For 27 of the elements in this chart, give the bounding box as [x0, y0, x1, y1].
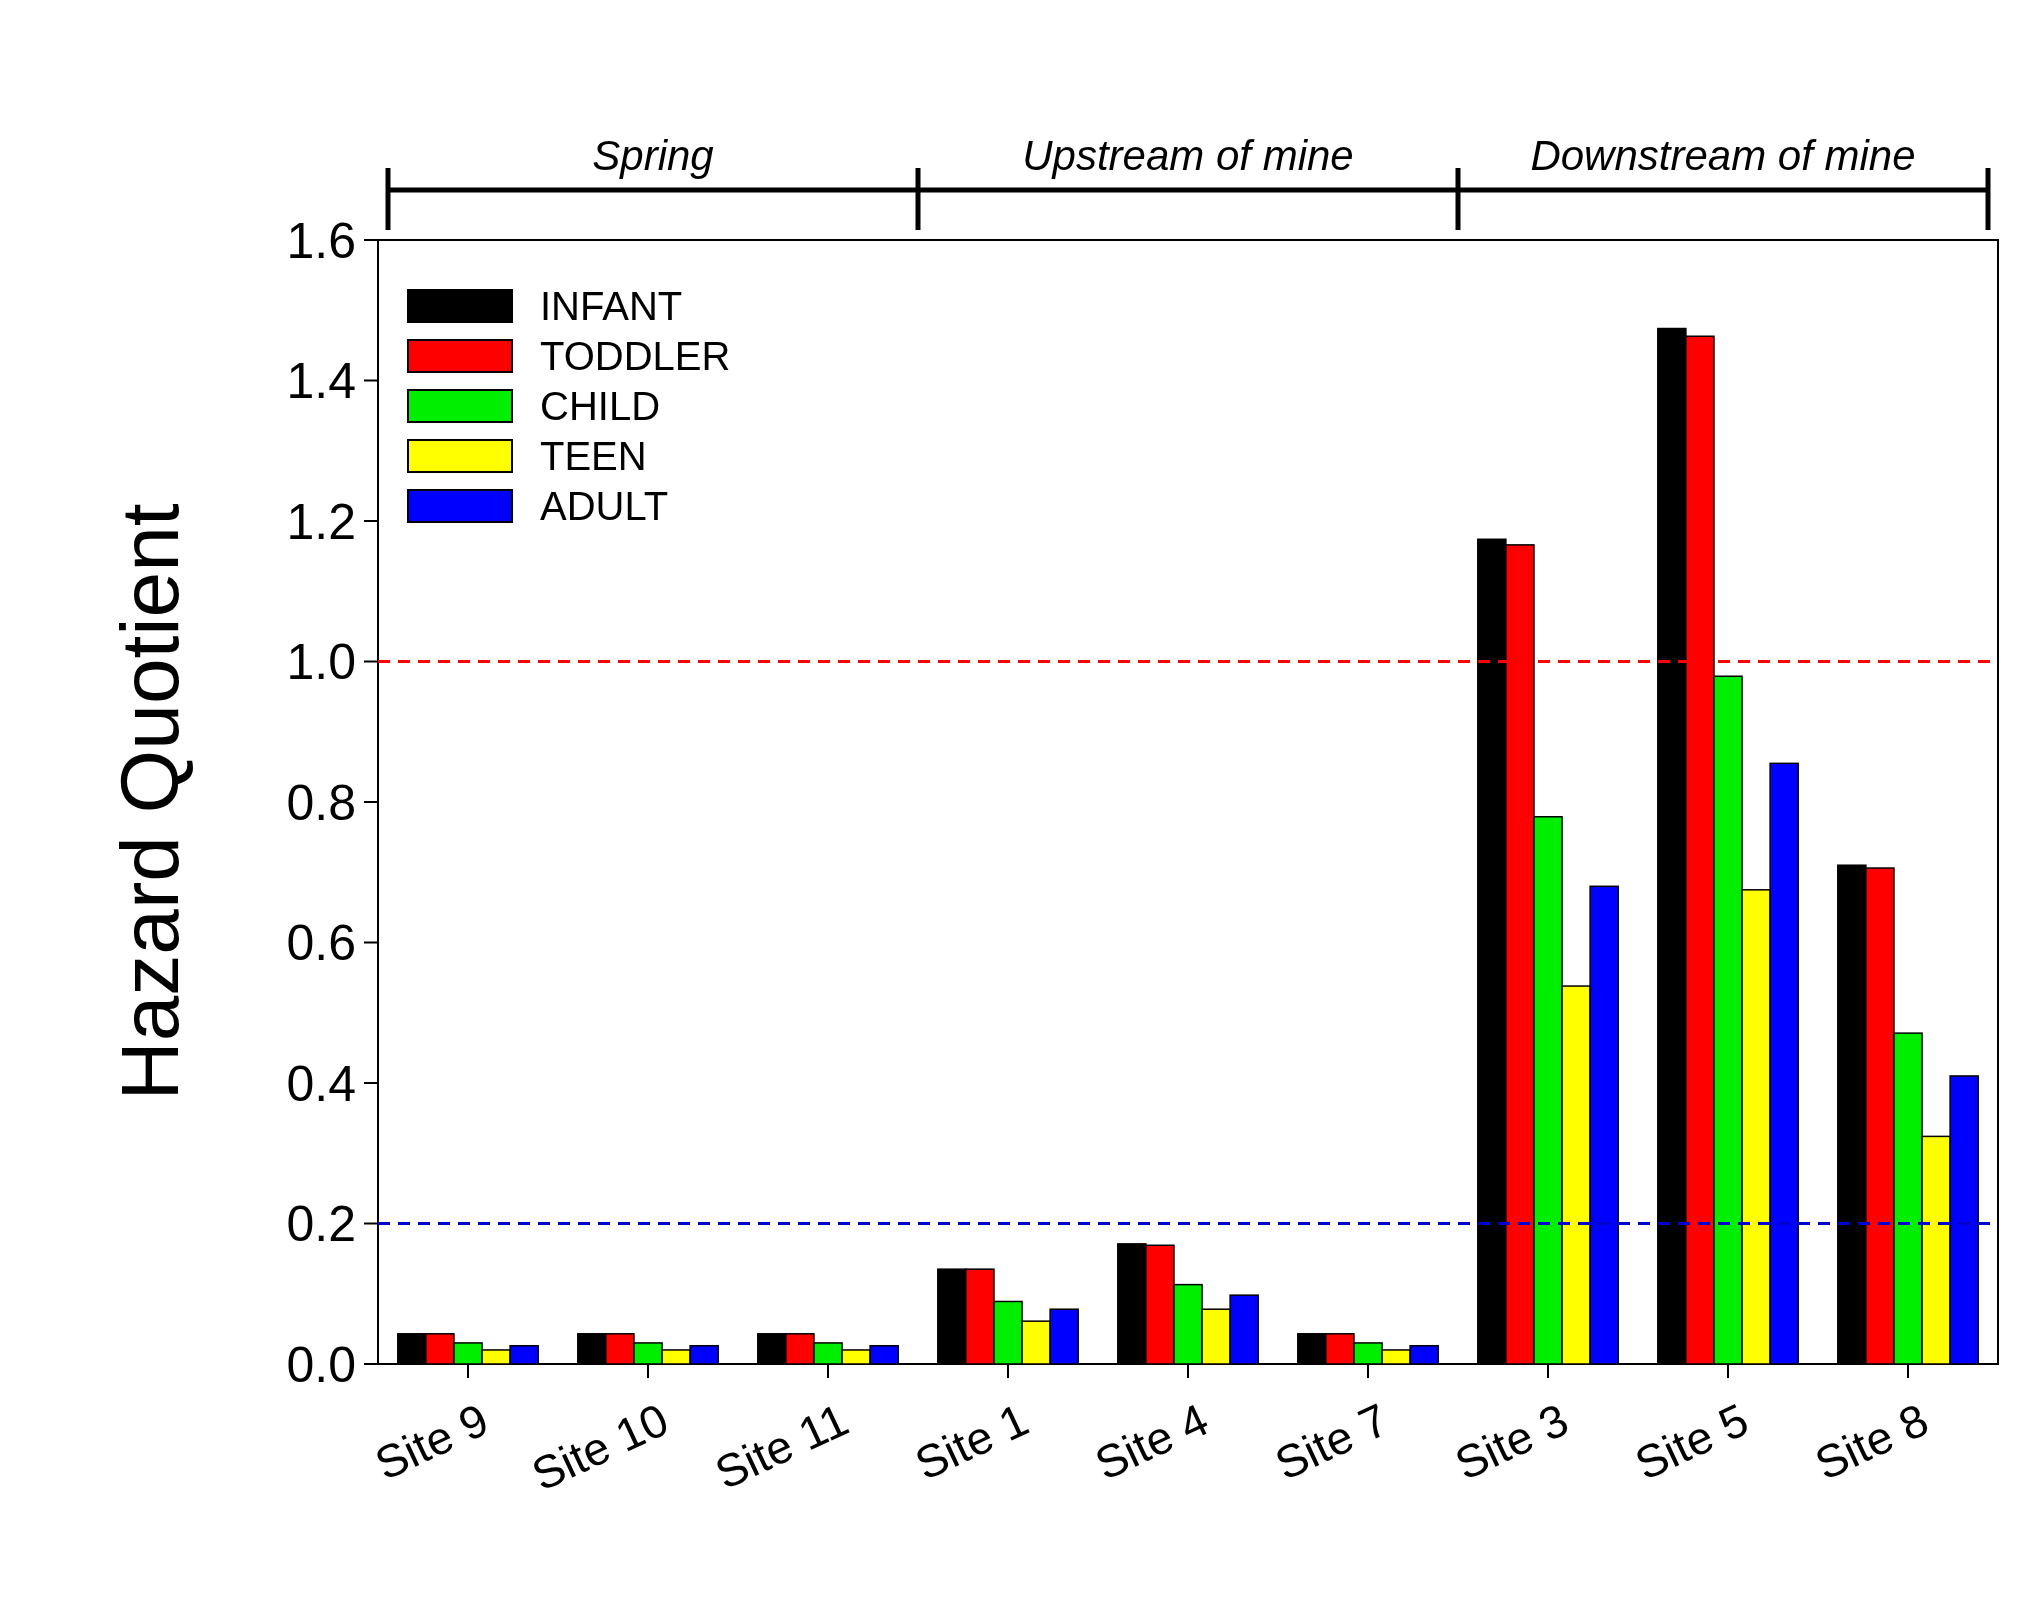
legend-label: INFANT	[540, 284, 683, 328]
y-axis-title: Hazard Quotient	[104, 503, 195, 1101]
y-tick-label: 0.6	[286, 915, 356, 971]
legend-label: TEEN	[540, 434, 647, 478]
text: Spring	[592, 132, 714, 179]
text: Upstream of mine	[1022, 132, 1354, 179]
y-tick-label: 1.0	[286, 634, 356, 690]
y-tick-label: 0.0	[286, 1336, 356, 1393]
legend-label: ADULT	[540, 484, 669, 528]
y-tick-label: 0.8	[286, 774, 356, 831]
y-tick-label: 1.6	[286, 212, 356, 269]
x-tick-label: Site 8	[1807, 1393, 1936, 1490]
y-tick-label: 0.4	[286, 1055, 356, 1112]
x-tick-label: Site 7	[1267, 1393, 1396, 1490]
text: Downstream of mine	[1530, 132, 1916, 179]
legend-label: CHILD	[540, 384, 661, 428]
y-tick-label: 1.2	[286, 493, 356, 550]
x-tick-label: Site 10	[524, 1393, 676, 1501]
x-tick-label: Site 9	[367, 1393, 496, 1490]
y-tick-label: 1.4	[286, 353, 356, 409]
x-tick-label: Site 3	[1447, 1393, 1576, 1490]
x-tick-label: Site 4	[1087, 1393, 1216, 1490]
legend-label: TODDLER	[540, 334, 731, 378]
y-tick-label: 0.2	[286, 1196, 356, 1252]
x-tick-label: Site 11	[707, 1393, 856, 1500]
x-tick-label: Site 1	[907, 1393, 1036, 1490]
x-tick-label: Site 5	[1627, 1393, 1756, 1490]
